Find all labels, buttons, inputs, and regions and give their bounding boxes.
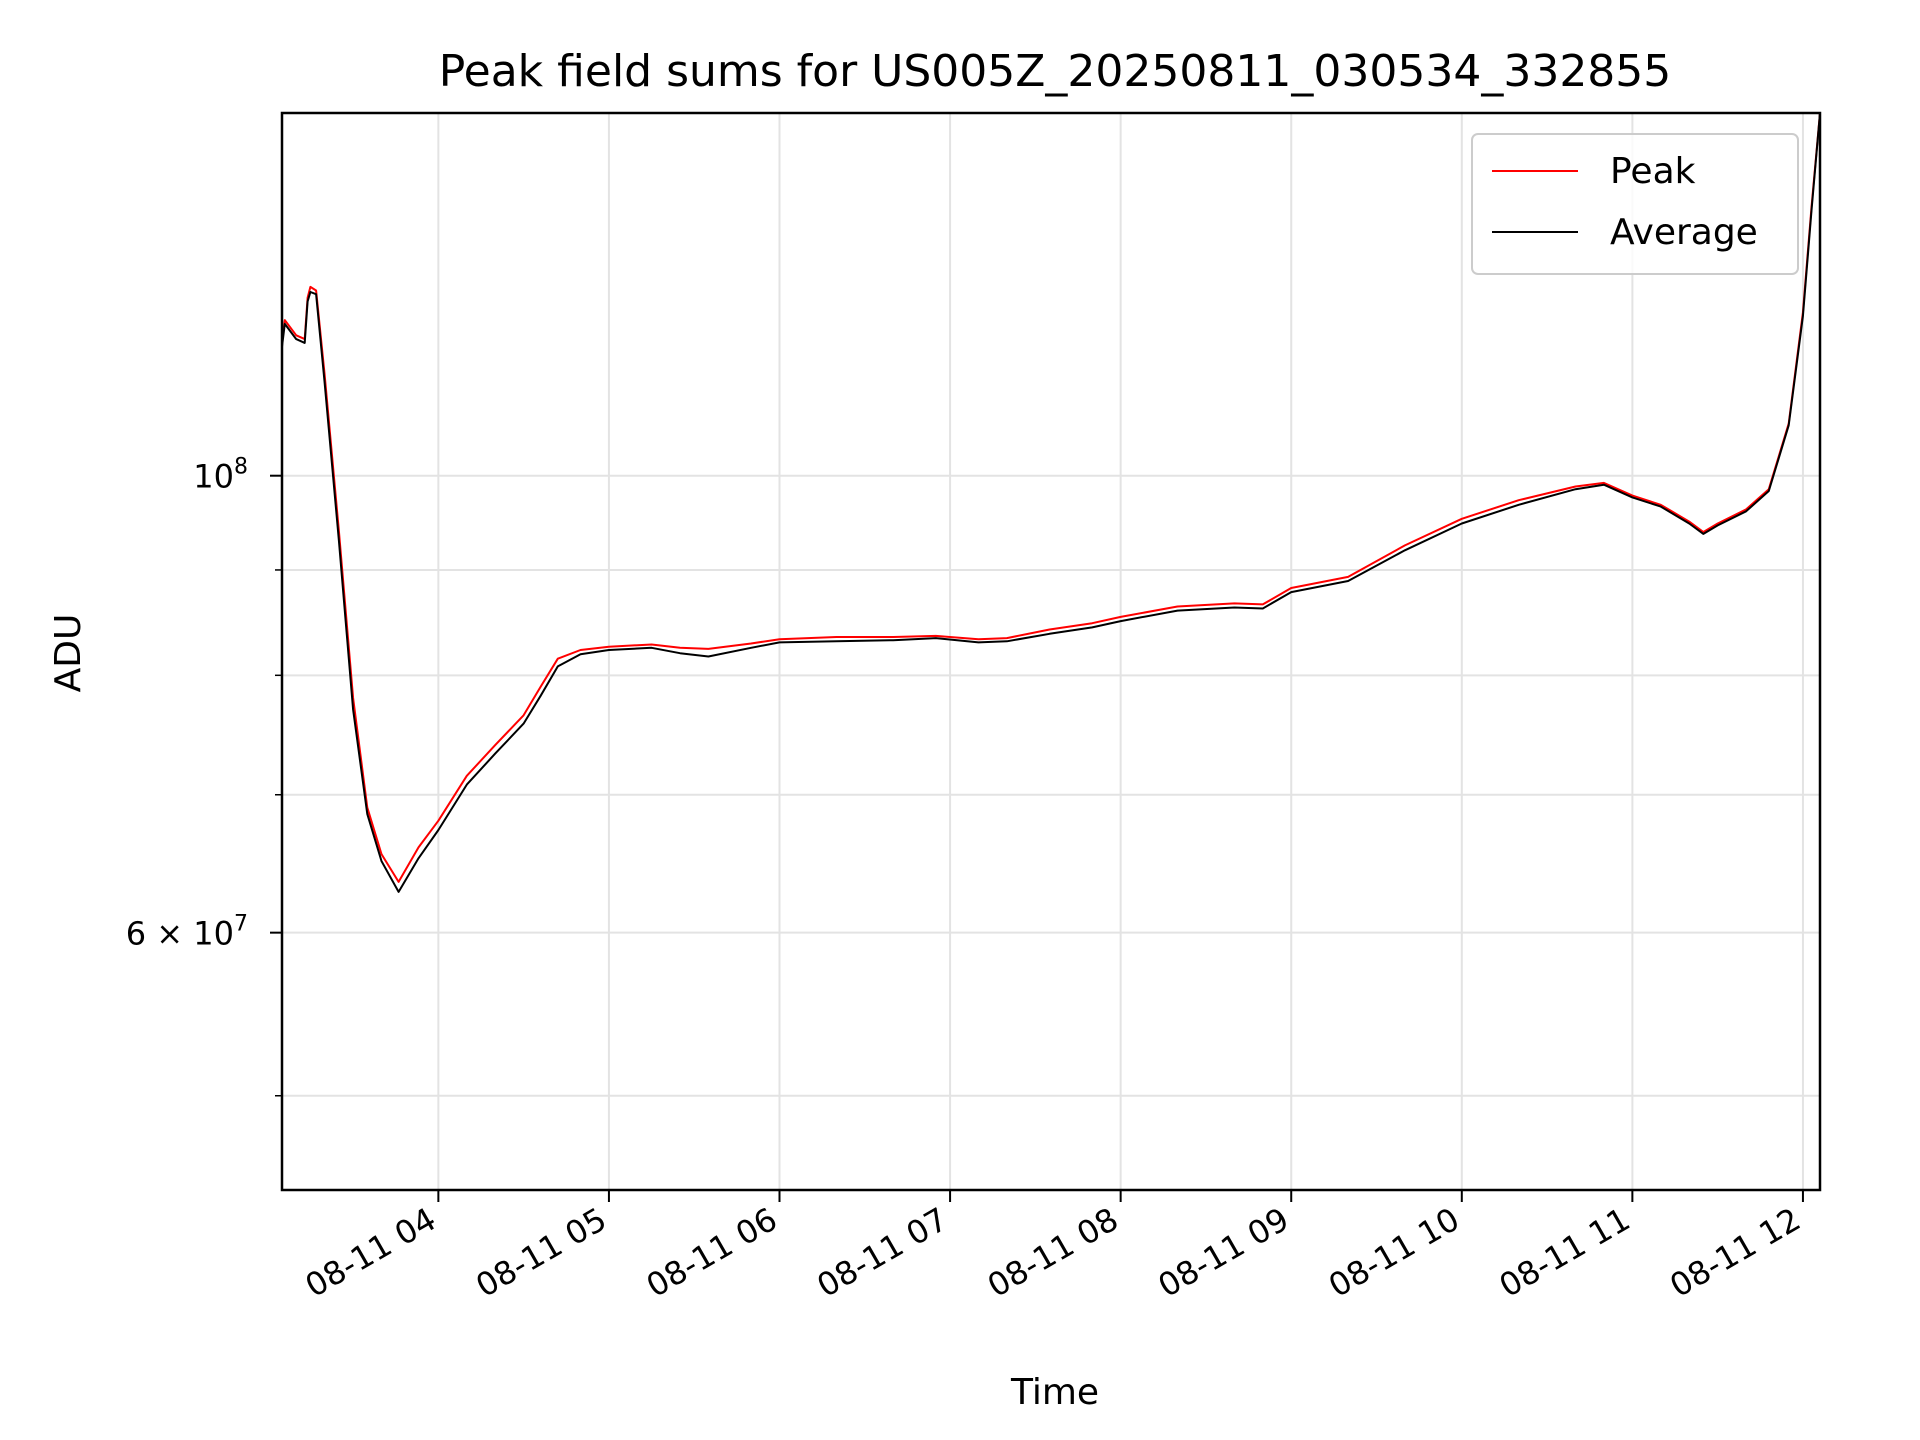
- plot-frame: [280, 111, 1822, 1192]
- y-tick-label: 108: [193, 455, 248, 496]
- x-axis-label: Time: [1010, 1372, 1099, 1413]
- legend-box: [1471, 133, 1799, 275]
- series-line-peak: [281, 112, 1821, 883]
- y-axis-ticks: 6 × 107 108: [126, 455, 282, 1097]
- legend-label-peak: Peak: [1610, 151, 1696, 192]
- series-line-average: [281, 112, 1821, 893]
- y-axis-label: ADU: [48, 614, 89, 693]
- y-tick-label: 6 × 107: [126, 912, 248, 953]
- legend: Peak Average: [1471, 133, 1799, 275]
- grid: [282, 113, 1820, 1190]
- series-layer: [281, 112, 1821, 893]
- chart-title: Peak field sums for US005Z_20250811_0305…: [439, 46, 1672, 97]
- legend-label-average: Average: [1610, 212, 1758, 253]
